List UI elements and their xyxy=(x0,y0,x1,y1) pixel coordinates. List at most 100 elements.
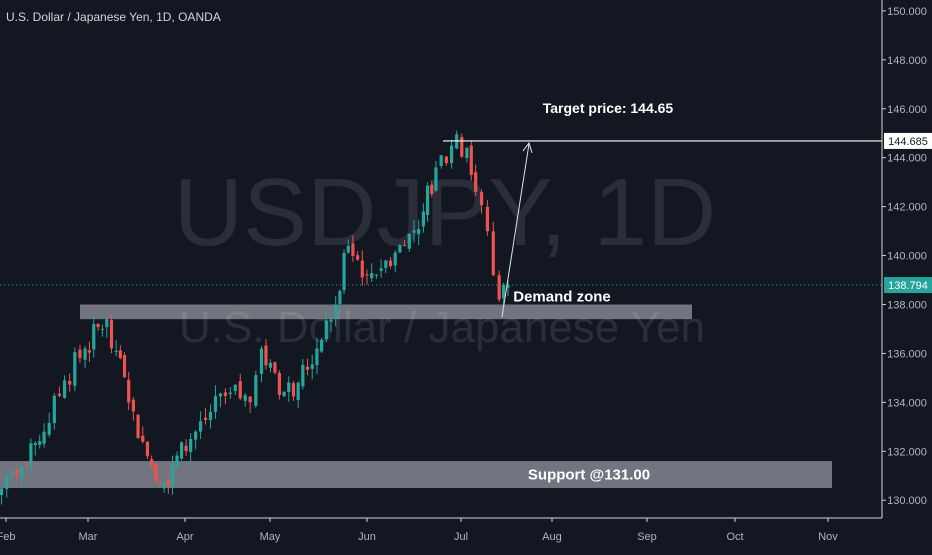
candle-body[interactable] xyxy=(5,476,9,489)
candle-body[interactable] xyxy=(145,441,150,457)
candle-body[interactable] xyxy=(360,260,364,278)
candle-body[interactable] xyxy=(417,229,421,235)
candle-body[interactable] xyxy=(208,412,213,421)
candle-body[interactable] xyxy=(370,273,374,279)
candle-body[interactable] xyxy=(439,155,443,166)
candle-body[interactable] xyxy=(398,245,402,253)
candle-body[interactable] xyxy=(105,319,109,328)
candle-body[interactable] xyxy=(282,391,286,397)
candle-body[interactable] xyxy=(83,348,87,360)
candle-body[interactable] xyxy=(485,206,490,232)
candle-body[interactable] xyxy=(474,172,478,192)
candle-body[interactable] xyxy=(465,147,469,158)
candle-body[interactable] xyxy=(342,252,346,291)
candle-body[interactable] xyxy=(42,431,46,444)
candle-body[interactable] xyxy=(310,364,314,369)
candle-body[interactable] xyxy=(305,366,310,370)
candle-body[interactable] xyxy=(218,393,223,397)
candle-body[interactable] xyxy=(10,470,14,476)
candle-body[interactable] xyxy=(320,339,324,352)
candle-body[interactable] xyxy=(479,192,484,206)
candle-body[interactable] xyxy=(268,362,273,368)
candle-body[interactable] xyxy=(501,284,506,299)
candle-body[interactable] xyxy=(154,464,158,482)
candle-body[interactable] xyxy=(264,345,268,366)
candle-body[interactable] xyxy=(301,364,305,387)
candle-body[interactable] xyxy=(338,290,342,304)
candle-body[interactable] xyxy=(469,145,473,175)
candle-body[interactable] xyxy=(0,488,4,495)
candle-body[interactable] xyxy=(131,399,135,412)
candle-body[interactable] xyxy=(47,422,51,435)
candle-body[interactable] xyxy=(179,442,184,459)
candle-body[interactable] xyxy=(403,245,407,247)
candle-body[interactable] xyxy=(393,252,397,266)
candle-body[interactable] xyxy=(346,245,350,253)
candle-body[interactable] xyxy=(24,462,29,464)
candle-body[interactable] xyxy=(62,380,67,398)
candle-body[interactable] xyxy=(189,439,193,452)
candle-body[interactable] xyxy=(68,380,72,385)
candle-body[interactable] xyxy=(38,441,42,445)
candle-body[interactable] xyxy=(100,328,105,330)
candle-body[interactable] xyxy=(421,211,425,227)
candle-body[interactable] xyxy=(277,372,281,396)
candle-body[interactable] xyxy=(166,479,170,486)
demand-zone[interactable] xyxy=(80,304,692,320)
candle-body[interactable] xyxy=(136,414,140,439)
candle-body[interactable] xyxy=(460,136,464,157)
candle-body[interactable] xyxy=(374,274,378,276)
candle-body[interactable] xyxy=(351,243,355,257)
candle-body[interactable] xyxy=(96,323,100,328)
candle-body[interactable] xyxy=(52,395,56,424)
candle-body[interactable] xyxy=(430,184,434,194)
candle-body[interactable] xyxy=(434,167,438,191)
candle-body[interactable] xyxy=(412,230,416,233)
candle-body[interactable] xyxy=(29,443,33,466)
candle-body[interactable] xyxy=(114,350,118,352)
candle-body[interactable] xyxy=(127,379,131,403)
candle-body[interactable] xyxy=(122,355,127,378)
candle-body[interactable] xyxy=(198,421,203,432)
candle-body[interactable] xyxy=(162,481,166,489)
candle-body[interactable] xyxy=(296,382,300,400)
candle-body[interactable] xyxy=(118,350,122,359)
candle-body[interactable] xyxy=(109,320,114,349)
candle-body[interactable] xyxy=(254,375,258,406)
candle-body[interactable] xyxy=(291,383,296,397)
candle-body[interactable] xyxy=(248,396,252,403)
support-zone[interactable] xyxy=(0,461,832,488)
candle-body[interactable] xyxy=(203,417,208,420)
candle-body[interactable] xyxy=(425,185,430,216)
candle-body[interactable] xyxy=(141,435,145,442)
candle-body[interactable] xyxy=(184,445,188,452)
candle-body[interactable] xyxy=(194,431,198,440)
candle-body[interactable] xyxy=(73,352,77,386)
candle-body[interactable] xyxy=(450,145,454,163)
candle-body[interactable] xyxy=(92,324,96,350)
candle-body[interactable] xyxy=(388,260,393,267)
candle-body[interactable] xyxy=(444,156,448,163)
candle-body[interactable] xyxy=(259,348,264,374)
candle-body[interactable] xyxy=(20,466,24,478)
candle-body[interactable] xyxy=(15,469,19,476)
candle-body[interactable] xyxy=(238,381,242,399)
candle-body[interactable] xyxy=(287,382,291,393)
candle-body[interactable] xyxy=(356,255,360,260)
candle-body[interactable] xyxy=(87,350,92,353)
candle-body[interactable] xyxy=(329,319,333,322)
candle-body[interactable] xyxy=(407,233,411,249)
candle-body[interactable] xyxy=(170,465,175,487)
candle-body[interactable] xyxy=(213,396,218,412)
candle-body[interactable] xyxy=(273,362,277,373)
candle-body[interactable] xyxy=(324,320,328,340)
candle-body[interactable] xyxy=(150,459,154,467)
candle-body[interactable] xyxy=(233,384,237,391)
candle-body[interactable] xyxy=(491,231,495,276)
candle-body[interactable] xyxy=(158,484,162,486)
candle-body[interactable] xyxy=(57,393,62,396)
candle-body[interactable] xyxy=(78,349,82,359)
candle-body[interactable] xyxy=(228,392,232,394)
candle-body[interactable] xyxy=(379,268,383,272)
